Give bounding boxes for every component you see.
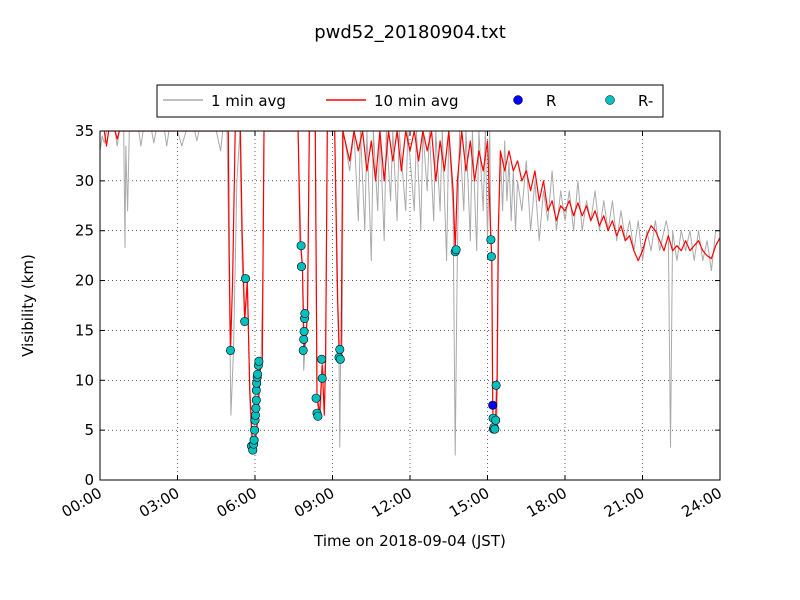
data-point-r-minus [313, 411, 323, 421]
y-tick-label: 25 [75, 222, 94, 240]
y-axis-label: Visibility (km) [19, 254, 37, 357]
data-point-r-minus [249, 435, 259, 445]
legend: 1 min avg 10 min avg R R- [156, 84, 664, 118]
data-point-r-minus [296, 262, 306, 272]
data-point-r-minus [451, 245, 461, 255]
data-point-r [488, 400, 498, 410]
data-point-r-minus [250, 425, 260, 435]
data-point-r-minus [335, 344, 345, 354]
data-point-r-minus [317, 354, 327, 364]
chart-title: pwd52_20180904.txt [314, 22, 506, 43]
series-line-1-min-avg [100, 131, 720, 456]
data-point-r-minus [251, 395, 261, 405]
legend-marker-r [513, 95, 523, 105]
data-point-r-minus [253, 369, 263, 379]
axis-ticks: 00:00 03:00 06:00 09:00 12:00 15:00 18:00 21:00… [59, 122, 725, 521]
y-tick-label: 10 [75, 371, 94, 389]
data-point-r-minus [298, 345, 308, 355]
x-tick-label: 15:00 [446, 484, 492, 521]
data-point-r-minus [491, 380, 501, 390]
y-tick-label: 30 [75, 172, 94, 190]
data-point-r-minus [300, 308, 310, 318]
data-point-r-minus [254, 356, 264, 366]
y-tick-label: 15 [75, 321, 94, 339]
x-tick-label: 24:00 [679, 484, 725, 521]
data-point-r-minus [491, 415, 501, 425]
legend-label-r-minus: R- [638, 92, 653, 110]
data-point-r-minus [240, 316, 250, 326]
y-tick-label: 5 [84, 421, 94, 439]
data-point-r-minus [317, 373, 327, 383]
series-layer [100, 131, 720, 456]
legend-marker-r-minus [605, 95, 615, 105]
data-point-r-minus [299, 326, 309, 336]
data-point-r-minus [335, 354, 345, 364]
y-tick-label: 20 [75, 272, 94, 290]
data-point-r-minus [490, 424, 500, 434]
y-tick-label: 0 [84, 471, 94, 489]
data-point-r-minus [486, 252, 496, 262]
legend-label-r: R [546, 92, 556, 110]
x-tick-label: 09:00 [291, 484, 337, 521]
legend-label-10min: 10 min avg [374, 92, 459, 110]
data-point-r-minus [226, 345, 236, 355]
data-point-r-minus [251, 403, 261, 413]
y-tick-label: 35 [75, 122, 94, 140]
legend-box [156, 84, 664, 118]
x-tick-label: 06:00 [214, 484, 260, 521]
x-tick-label: 03:00 [136, 484, 182, 521]
x-axis-label: Time on 2018-09-04 (JST) [313, 532, 506, 550]
series-line-10-min-avg [103, 131, 720, 446]
data-point-r-minus [299, 334, 309, 344]
data-point-r-minus [486, 235, 496, 245]
x-tick-label: 18:00 [524, 484, 570, 521]
x-tick-label: 12:00 [369, 484, 415, 521]
marker-layer [226, 235, 501, 455]
x-tick-label: 00:00 [59, 484, 105, 521]
data-point-r-minus [311, 393, 321, 403]
data-point-r-minus [241, 274, 251, 284]
legend-label-1min: 1 min avg [211, 92, 286, 110]
grid [100, 131, 720, 480]
data-point-r-minus [296, 241, 306, 251]
x-tick-label: 21:00 [601, 484, 647, 521]
